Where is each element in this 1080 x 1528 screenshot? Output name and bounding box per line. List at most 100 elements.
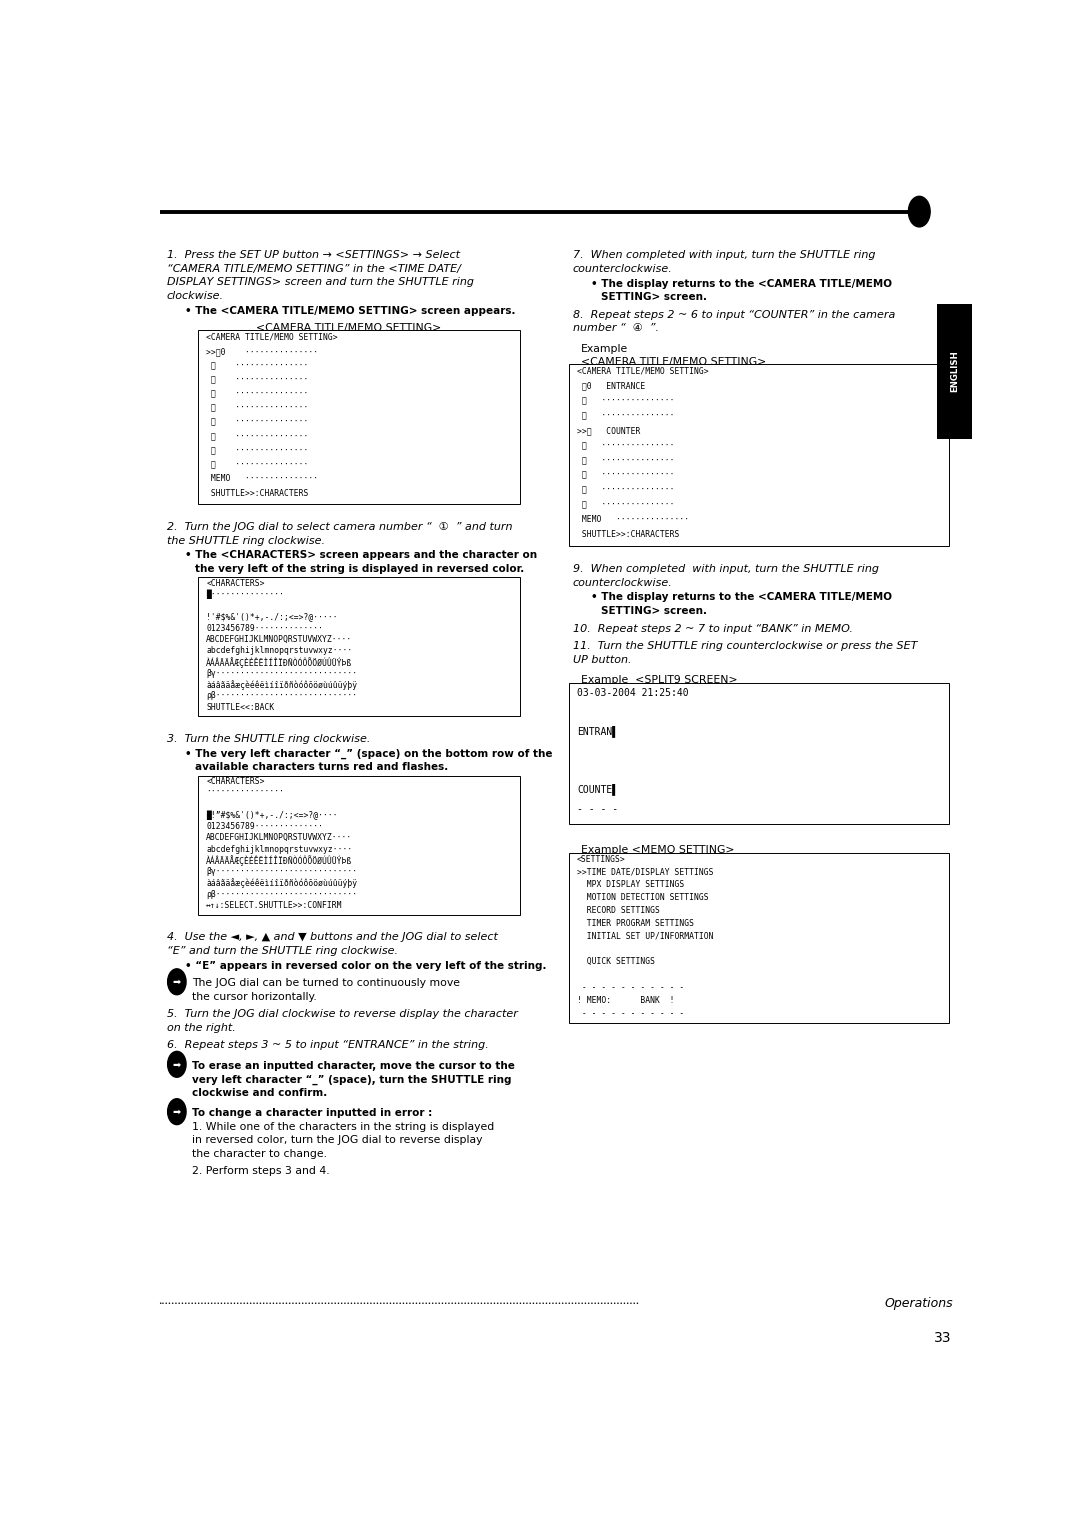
- Text: <CAMERA TITLE/MEMO SETTING>: <CAMERA TITLE/MEMO SETTING>: [256, 324, 441, 333]
- Text: 0123456789··············: 0123456789··············: [206, 822, 323, 831]
- Text: 1. While one of the characters in the string is displayed: 1. While one of the characters in the st…: [192, 1122, 495, 1132]
- Text: • The <CHARACTERS> screen appears and the character on: • The <CHARACTERS> screen appears and th…: [186, 550, 538, 561]
- Text: ⑻    ···············: ⑻ ···············: [206, 390, 309, 399]
- Text: the cursor horizontally.: the cursor horizontally.: [192, 992, 316, 1002]
- Text: COUNTE▌: COUNTE▌: [577, 784, 618, 796]
- Text: • “E” appears in reversed color on the very left of the string.: • “E” appears in reversed color on the v…: [186, 961, 546, 970]
- Text: ⑿    ···············: ⑿ ···············: [206, 446, 309, 455]
- Text: MOTION DETECTION SETTINGS: MOTION DETECTION SETTINGS: [577, 892, 708, 902]
- Text: àáâãäåæçèéêëìíîïðñòóôõöøùúûüýþÿ: àáâãäåæçèéêëìíîïðñòóôõöøùúûüýþÿ: [206, 680, 357, 689]
- Text: very left character “_” (space), turn the SHUTTLE ring: very left character “_” (space), turn th…: [192, 1074, 512, 1085]
- Text: “E” and turn the SHUTTLE ring clockwise.: “E” and turn the SHUTTLE ring clockwise.: [166, 946, 397, 957]
- Bar: [198, 776, 521, 915]
- Bar: [568, 364, 949, 547]
- Text: ⑽   ···············: ⑽ ···············: [577, 455, 674, 465]
- Text: ⑹    ···············: ⑹ ···············: [206, 361, 309, 370]
- Text: 1.  Press the SET UP button → <SETTINGS> → Select: 1. Press the SET UP button → <SETTINGS> …: [166, 251, 460, 260]
- Text: 03-03-2004 21:25:40: 03-03-2004 21:25:40: [577, 688, 689, 698]
- Text: █!”#$%&'()*+,-./:;<=>?@····: █!”#$%&'()*+,-./:;<=>?@····: [206, 810, 338, 821]
- Text: <CHARACTERS>: <CHARACTERS>: [206, 579, 265, 588]
- Bar: [568, 683, 949, 824]
- Text: ⒀    ···············: ⒀ ···············: [206, 460, 309, 469]
- Text: MEMO   ···············: MEMO ···············: [206, 474, 319, 483]
- Text: 11.  Turn the SHUTTLE ring counterclockwise or press the SET: 11. Turn the SHUTTLE ring counterclockwi…: [572, 642, 917, 651]
- Text: • The <CAMERA TITLE/MEMO SETTING> screen appears.: • The <CAMERA TITLE/MEMO SETTING> screen…: [186, 306, 516, 316]
- Text: QUICK SETTINGS: QUICK SETTINGS: [577, 957, 654, 966]
- Text: <CHARACTERS>: <CHARACTERS>: [206, 776, 265, 785]
- Text: ABCDEFGHIJKLMNOPQRSTUVWXYZ····: ABCDEFGHIJKLMNOPQRSTUVWXYZ····: [206, 833, 352, 842]
- Text: ➡: ➡: [173, 976, 181, 987]
- Text: ⑽    ···············: ⑽ ···············: [206, 417, 309, 426]
- Text: the character to change.: the character to change.: [192, 1149, 327, 1158]
- Bar: [198, 330, 521, 504]
- Circle shape: [167, 969, 186, 995]
- Text: on the right.: on the right.: [166, 1022, 235, 1033]
- Text: ÀÁÂÃÄÅÆÇÈÉÊËÌÍÎÏÐÑÒÓÔÕÖØÚÛÜÝÞß: ÀÁÂÃÄÅÆÇÈÉÊËÌÍÎÏÐÑÒÓÔÕÖØÚÛÜÝÞß: [206, 856, 352, 866]
- Text: - - - - - - - - - - -: - - - - - - - - - - -: [577, 983, 685, 992]
- Text: 7.  When completed with input, turn the SHUTTLE ring: 7. When completed with input, turn the S…: [572, 251, 875, 260]
- Text: available characters turns red and flashes.: available characters turns red and flash…: [195, 762, 448, 772]
- Text: 4.  Use the ◄, ►, ▲ and ▼ buttons and the JOG dial to select: 4. Use the ◄, ►, ▲ and ▼ buttons and the…: [166, 932, 498, 943]
- Text: ρβ·····························: ρβ·····························: [206, 692, 357, 700]
- Text: ⑺    ···············: ⑺ ···············: [206, 376, 309, 385]
- Text: ••••••••••••••••••••••••••••••••••••••••••••••••••••••••••••••••••••••••••••••••: ••••••••••••••••••••••••••••••••••••••••…: [159, 1300, 639, 1306]
- Text: 0123456789··············: 0123456789··············: [206, 623, 323, 633]
- Bar: [198, 578, 521, 717]
- Text: 33: 33: [934, 1331, 951, 1345]
- Text: SETTING> screen.: SETTING> screen.: [602, 292, 707, 303]
- Bar: [936, 304, 972, 439]
- Text: the SHUTTLE ring clockwise.: the SHUTTLE ring clockwise.: [166, 535, 325, 545]
- Text: UP button.: UP button.: [572, 654, 631, 665]
- Text: ⑾    ···············: ⑾ ···············: [206, 432, 309, 442]
- Bar: [568, 853, 949, 1024]
- Text: ! MEMO:      BANK  !: ! MEMO: BANK !: [577, 996, 674, 1005]
- Text: >>⑸0    ···············: >>⑸0 ···············: [206, 347, 319, 356]
- Text: To change a character inputted in error :: To change a character inputted in error …: [192, 1108, 432, 1118]
- Text: - - - - - - - - - - -: - - - - - - - - - - -: [577, 1008, 685, 1018]
- Text: SHUTTLE<<:BACK: SHUTTLE<<:BACK: [206, 703, 274, 712]
- Text: ABCDEFGHIJKLMNOPQRSTUVWXYZ····: ABCDEFGHIJKLMNOPQRSTUVWXYZ····: [206, 636, 352, 643]
- Text: abcdefghijklmnopqrstuvwxyz····: abcdefghijklmnopqrstuvwxyz····: [206, 845, 352, 854]
- Text: - - - -: - - - -: [577, 804, 618, 814]
- Text: !'#$%&'()*+,-./:;<=>?@·····: !'#$%&'()*+,-./:;<=>?@·····: [206, 613, 338, 622]
- Text: βγ·····························: βγ·····························: [206, 669, 357, 678]
- Text: number “  ④  ”.: number “ ④ ”.: [572, 324, 659, 333]
- Text: ↔↑↓:SELECT.SHUTTLE>>:CONFIRM: ↔↑↓:SELECT.SHUTTLE>>:CONFIRM: [206, 902, 342, 911]
- Text: 5.  Turn the JOG dial clockwise to reverse display the character: 5. Turn the JOG dial clockwise to revers…: [166, 1010, 517, 1019]
- Text: 9.  When completed  with input, turn the SHUTTLE ring: 9. When completed with input, turn the S…: [572, 564, 879, 575]
- Text: Operations: Operations: [885, 1297, 953, 1309]
- Text: <SETTINGS>: <SETTINGS>: [577, 854, 625, 863]
- Text: Example <MEMO SETTING>: Example <MEMO SETTING>: [581, 845, 734, 854]
- Text: 8.  Repeat steps 2 ~ 6 to input “COUNTER” in the camera: 8. Repeat steps 2 ~ 6 to input “COUNTER”…: [572, 310, 895, 319]
- Text: abcdefghijklmnopqrstuvwxyz····: abcdefghijklmnopqrstuvwxyz····: [206, 646, 352, 656]
- Text: ➡: ➡: [173, 1106, 181, 1117]
- Text: ⑾   ···············: ⑾ ···············: [577, 471, 674, 480]
- Text: “CAMERA TITLE/MEMO SETTING” in the <TIME DATE/: “CAMERA TITLE/MEMO SETTING” in the <TIME…: [166, 264, 461, 274]
- Text: 3.  Turn the SHUTTLE ring clockwise.: 3. Turn the SHUTTLE ring clockwise.: [166, 733, 370, 744]
- Text: Example  <SPLIT9 SCREEN>: Example <SPLIT9 SCREEN>: [581, 675, 738, 685]
- Text: >>TIME DATE/DISPLAY SETTINGS: >>TIME DATE/DISPLAY SETTINGS: [577, 868, 714, 877]
- Text: àáâãäåæçèéêëìíîïðñòóôõöøùúûüýþÿ: àáâãäåæçèéêëìíîïðñòóôõöøùúûüýþÿ: [206, 879, 357, 888]
- Text: To erase an inputted character, move the cursor to the: To erase an inputted character, move the…: [192, 1060, 515, 1071]
- Text: ················: ················: [206, 788, 284, 798]
- Text: >>⑻   COUNTER: >>⑻ COUNTER: [577, 426, 640, 435]
- Text: MPX DISPLAY SETTINGS: MPX DISPLAY SETTINGS: [577, 880, 685, 889]
- Text: ρβ·····························: ρβ·····························: [206, 889, 357, 898]
- Text: Example: Example: [581, 344, 629, 354]
- Text: SETTING> screen.: SETTING> screen.: [602, 607, 707, 616]
- Text: 10.  Repeat steps 2 ~ 7 to input “BANK” in MEMO.: 10. Repeat steps 2 ~ 7 to input “BANK” i…: [572, 623, 852, 634]
- Text: clockwise.: clockwise.: [166, 290, 224, 301]
- Text: clockwise and confirm.: clockwise and confirm.: [192, 1088, 327, 1097]
- Text: ENGLISH: ENGLISH: [950, 351, 959, 393]
- Text: ⑼    ···············: ⑼ ···············: [206, 403, 309, 413]
- Text: ⒀   ···············: ⒀ ···············: [577, 501, 674, 509]
- Text: 6.  Repeat steps 3 ~ 5 to input “ENTRANCE” in the string.: 6. Repeat steps 3 ~ 5 to input “ENTRANCE…: [166, 1041, 488, 1050]
- Text: ➡: ➡: [173, 1059, 181, 1070]
- Text: • The display returns to the <CAMERA TITLE/MEMO: • The display returns to the <CAMERA TIT…: [591, 278, 892, 289]
- Text: SHUTTLE>>:CHARACTERS: SHUTTLE>>:CHARACTERS: [206, 489, 309, 498]
- Text: RECORD SETTINGS: RECORD SETTINGS: [577, 906, 660, 915]
- Text: counterclockwise.: counterclockwise.: [572, 264, 673, 274]
- Text: <CAMERA TITLE/MEMO SETTING>: <CAMERA TITLE/MEMO SETTING>: [581, 358, 767, 367]
- Text: ENTRAN▌: ENTRAN▌: [577, 726, 618, 738]
- Text: ÀÁÂÃÄÅÆÇÈÉÊËÌÍÎÏÐÑÒÓÔÕÖØÚÛÜÝÞß: ÀÁÂÃÄÅÆÇÈÉÊËÌÍÎÏÐÑÒÓÔÕÖØÚÛÜÝÞß: [206, 657, 352, 668]
